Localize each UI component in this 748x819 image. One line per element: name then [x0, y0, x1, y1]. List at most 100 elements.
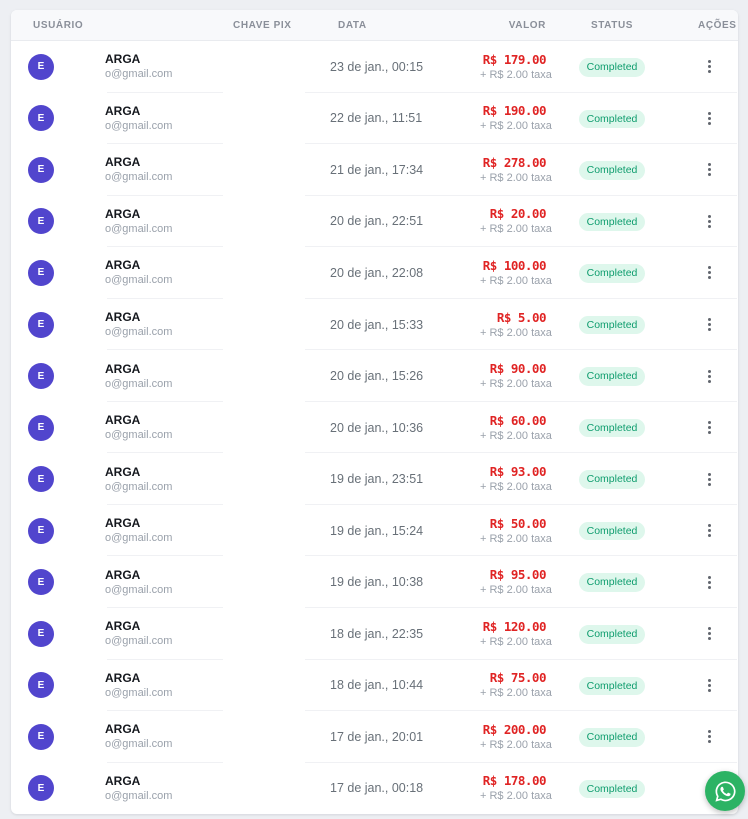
- table-row: E ARGA o@gmail.com 20 de jan., 15:26 R$ …: [11, 350, 738, 402]
- avatar-initial: E: [37, 422, 45, 434]
- status-badge: Completed: [578, 676, 646, 696]
- status-cell: Completed: [546, 572, 686, 592]
- kebab-dot: [708, 369, 711, 373]
- status-badge: Completed: [578, 58, 646, 77]
- row-actions-menu-button[interactable]: [702, 262, 717, 283]
- avatar: E: [28, 517, 54, 544]
- kebab-dot: [708, 632, 711, 636]
- table-row: E ARGA o@gmail.com 19 de jan., 23:51 R$ …: [11, 453, 738, 505]
- value-amount: R$ 278.00: [482, 154, 547, 170]
- user-name: ARGA: [105, 155, 141, 170]
- avatar: E: [28, 311, 54, 338]
- row-actions-menu-button[interactable]: [702, 469, 717, 490]
- user-name: ARGA: [105, 619, 141, 634]
- avatar-initial: E: [37, 370, 45, 382]
- value-amount: R$ 120.00: [482, 618, 547, 634]
- table-row: E ARGA o@gmail.com 21 de jan., 17:34 R$ …: [11, 144, 738, 196]
- user-cell: E ARGA o@gmail.com: [28, 155, 233, 184]
- table-row: E ARGA o@gmail.com 17 de jan., 00:18 R$ …: [11, 763, 738, 815]
- user-name: ARGA: [105, 722, 141, 737]
- user-cell: E ARGA o@gmail.com: [28, 568, 233, 597]
- avatar: E: [28, 105, 54, 132]
- row-actions-menu-button[interactable]: [702, 417, 717, 438]
- status-cell: Completed: [546, 366, 686, 386]
- kebab-dot: [708, 678, 711, 682]
- kebab-dot: [708, 328, 711, 331]
- avatar-initial: E: [37, 164, 45, 176]
- row-actions-menu-button[interactable]: [702, 314, 717, 335]
- value-cell: R$ 190.00 + R$ 2.00 taxa: [480, 103, 552, 133]
- value-cell: R$ 50.00 + R$ 2.00 taxa: [480, 516, 552, 546]
- row-actions-menu-button[interactable]: [702, 623, 717, 644]
- value-cell: R$ 93.00 + R$ 2.00 taxa: [480, 464, 552, 494]
- whatsapp-button[interactable]: [705, 771, 745, 811]
- avatar-initial: E: [37, 267, 45, 279]
- table-body: E ARGA o@gmail.com 23 de jan., 00:15 R$ …: [11, 41, 738, 814]
- status-badge: Completed: [578, 367, 646, 386]
- user-cell: E ARGA o@gmail.com: [28, 774, 233, 803]
- user-info: ARGA o@gmail.com: [105, 413, 172, 442]
- value-amount: R$ 60.00: [489, 412, 547, 428]
- user-name: ARGA: [105, 258, 141, 273]
- table-row: E ARGA o@gmail.com 17 de jan., 20:01 R$ …: [11, 711, 738, 763]
- row-actions-menu-button[interactable]: [702, 211, 717, 232]
- kebab-dot: [708, 472, 711, 476]
- row-actions-menu-button[interactable]: [702, 675, 717, 696]
- kebab-dot: [708, 168, 711, 172]
- status-badge: Completed: [578, 315, 646, 335]
- row-actions-menu-button[interactable]: [702, 159, 717, 180]
- user-name: ARGA: [105, 670, 141, 685]
- value-cell: R$ 178.00 + R$ 2.00 taxa: [480, 773, 552, 803]
- user-info: ARGA o@gmail.com: [105, 155, 172, 184]
- value-amount: R$ 95.00: [489, 567, 547, 583]
- actions-cell: [686, 262, 721, 283]
- row-actions-menu-button[interactable]: [702, 56, 717, 77]
- user-name: ARGA: [105, 413, 141, 428]
- avatar-initial: E: [37, 628, 45, 640]
- row-actions-menu-button[interactable]: [702, 572, 717, 593]
- value-cell: R$ 95.00 + R$ 2.00 taxa: [480, 567, 552, 597]
- date-cell: 20 de jan., 10:36: [330, 420, 424, 435]
- user-email: o@gmail.com: [105, 222, 173, 235]
- value-fee: + R$ 2.00 taxa: [480, 326, 552, 339]
- avatar-initial: E: [37, 679, 45, 691]
- kebab-dot: [708, 585, 711, 589]
- actions-cell: [686, 572, 721, 593]
- value-amount: R$ 200.00: [482, 721, 547, 737]
- column-header-acoes: AÇÕES: [698, 19, 737, 31]
- status-badge: Completed: [578, 779, 646, 799]
- kebab-dot: [708, 65, 711, 69]
- status-cell: Completed: [546, 263, 686, 283]
- avatar-initial: E: [37, 782, 45, 794]
- actions-cell: [686, 623, 721, 644]
- kebab-dot: [708, 426, 711, 430]
- user-cell: E ARGA o@gmail.com: [28, 310, 233, 339]
- user-info: ARGA o@gmail.com: [105, 207, 172, 236]
- user-email: o@gmail.com: [105, 635, 173, 648]
- row-actions-menu-button[interactable]: [702, 726, 717, 747]
- actions-cell: [686, 469, 721, 490]
- user-cell: E ARGA o@gmail.com: [28, 619, 233, 648]
- actions-cell: [686, 211, 721, 232]
- row-actions-menu-button[interactable]: [702, 366, 717, 387]
- user-name: ARGA: [105, 310, 141, 324]
- avatar: E: [28, 53, 54, 80]
- value-fee: + R$ 2.00 taxa: [480, 378, 552, 391]
- row-actions-menu-button[interactable]: [702, 108, 717, 129]
- user-name: ARGA: [105, 516, 141, 531]
- avatar-initial: E: [37, 319, 45, 330]
- value-cell: R$ 20.00 + R$ 2.00 taxa: [480, 206, 552, 236]
- value-amount: R$ 93.00: [489, 464, 547, 480]
- kebab-dot: [708, 627, 711, 631]
- user-name: ARGA: [105, 52, 141, 67]
- date-cell: 22 de jan., 11:51: [330, 111, 423, 126]
- kebab-dot: [708, 524, 711, 528]
- kebab-dot: [708, 60, 711, 64]
- kebab-dot: [708, 219, 711, 223]
- status-cell: Completed: [546, 676, 686, 696]
- row-actions-menu-button[interactable]: [702, 520, 717, 541]
- status-cell: Completed: [546, 624, 686, 644]
- kebab-dot: [708, 116, 711, 120]
- avatar: E: [28, 466, 54, 493]
- user-name: ARGA: [105, 206, 141, 221]
